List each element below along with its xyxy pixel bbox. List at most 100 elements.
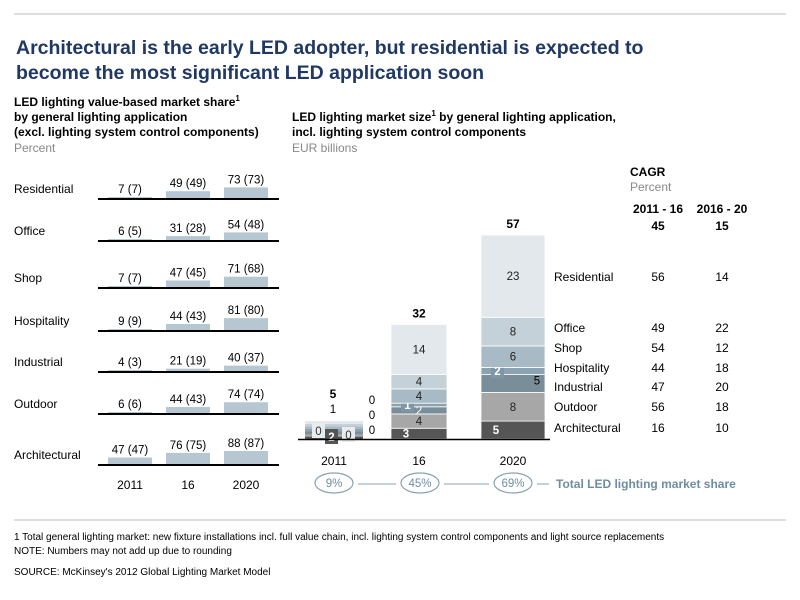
segment-value-label: 0 [369, 425, 375, 437]
segment-value-label: 8 [510, 327, 516, 339]
share-value-label: 47 (47) [112, 445, 149, 457]
segment-value-label: 2 [416, 405, 422, 417]
cagr-value: 14 [715, 270, 729, 284]
row-label-shop: Shop [14, 271, 42, 285]
right-panel-title-rest: by general lighting application, [436, 110, 616, 124]
right-x-tick-label: 2020 [500, 454, 527, 468]
share-bar [166, 280, 210, 288]
cagr-col1-header: 2011 - 16 [633, 202, 683, 216]
right-panel-title-line2: incl. lighting system control components [292, 125, 526, 139]
value-bubble [342, 427, 355, 442]
share-value-label: 40 (37) [228, 353, 265, 365]
market-share-ellipse [400, 472, 440, 494]
share-value-label: 7 (7) [118, 273, 142, 285]
row-label-hospitality: Hospitality [14, 314, 69, 328]
stack-segment [390, 324, 448, 375]
cagr-col2-header: 2016 - 20 [697, 202, 748, 216]
cagr-value: 20 [715, 380, 729, 394]
page-title-line1: Architectural is the early LED adopter, … [16, 37, 644, 59]
market-share-value: 45% [408, 478, 431, 490]
row-label-industrial: Industrial [14, 355, 63, 369]
share-value-label: 44 (43) [170, 394, 207, 406]
segment-legend-label: Hospitality [554, 361, 609, 375]
right-x-tick-label: 16 [412, 454, 426, 468]
right-panel-title-text: LED lighting market size [292, 110, 432, 124]
cagr-unit: Percent [630, 180, 672, 194]
left-panel-footnote-sup: 1 [235, 94, 240, 103]
cagr-title: CAGR [630, 165, 666, 179]
segment-value-label: 0 [315, 426, 321, 438]
market-share-chart: Residential 7 (7) 49 (49) 73 (73) Office 6 (5… [14, 174, 279, 492]
segment-value-label: 4 [416, 416, 423, 428]
segment-legend-label: Residential [554, 270, 613, 284]
share-value-label: 9 (9) [118, 316, 142, 328]
left-panel-unit: Percent [14, 141, 56, 155]
left-panel-title-text: LED lighting value-based market share [14, 95, 236, 109]
stack-segment [480, 316, 546, 347]
left-panel-title-line3: (excl. lighting system control component… [14, 125, 259, 139]
share-bar [224, 365, 268, 372]
cagr-value: 10 [715, 421, 729, 435]
segment-labels-and-cagr: Residential 56 14 Office 49 22 Shop 54 12 Hospita… [554, 270, 729, 435]
right-panel-footnote-sup: 1 [431, 109, 436, 118]
right-panel-header: LED lighting market size1 by general lig… [292, 109, 616, 155]
cagr-value: 18 [715, 400, 729, 414]
share-value-label: 7 (7) [118, 184, 142, 196]
cagr-total-col2: 15 [715, 219, 729, 233]
segment-legend-label: Architectural [554, 421, 621, 435]
share-value-label: 76 (75) [170, 440, 207, 452]
share-bar [166, 191, 210, 199]
left-x-tick-label: 16 [181, 478, 195, 492]
footnote: 1 Total general lighting market: new fix… [14, 532, 664, 543]
cagr-value: 54 [651, 341, 665, 355]
share-bar [166, 452, 210, 465]
share-value-label: 88 (87) [228, 438, 265, 450]
segment-value-label: 5 [493, 425, 500, 437]
cagr-header: CAGR Percent 2011 - 16 2016 - 20 45 15 [630, 165, 748, 233]
share-value-label: 44 (43) [170, 311, 207, 323]
share-value-label: 73 (73) [228, 174, 265, 186]
cagr-value: 18 [715, 361, 729, 375]
right-panel-unit: EUR billions [292, 141, 357, 155]
footer: 1 Total general lighting market: new fix… [14, 519, 786, 578]
note: NOTE: Numbers may not add up due to roun… [14, 546, 232, 557]
row-label-architectural: Architectural [14, 448, 81, 462]
share-value-label: 4 (3) [118, 357, 142, 369]
share-value-label: 49 (49) [170, 178, 207, 190]
share-value-label: 71 (68) [228, 264, 265, 276]
share-value-label: 31 (28) [170, 223, 207, 235]
share-bar [224, 318, 268, 331]
row-label-residential: Residential [14, 182, 73, 196]
segment-value-label: 14 [413, 345, 426, 357]
market-share-value: 69% [501, 478, 524, 490]
share-value-label: 6 (5) [118, 226, 142, 238]
stack-segment [390, 402, 448, 408]
cagr-value: 56 [651, 270, 665, 284]
cagr-value: 44 [651, 361, 665, 375]
share-bar [224, 402, 268, 414]
segment-value-label: 0 [369, 395, 375, 407]
share-bar [166, 236, 210, 241]
row-label-office: Office [14, 224, 45, 238]
row-label-outdoor: Outdoor [14, 397, 57, 411]
cagr-value: 56 [651, 400, 665, 414]
stack-segment [305, 423, 363, 427]
stack-segment [480, 392, 546, 422]
cagr-value: 16 [651, 421, 665, 435]
header: Architectural is the early LED adopter, … [14, 13, 786, 84]
segment-value-label: 23 [507, 271, 520, 283]
segment-value-label: 5 [534, 376, 540, 388]
segment-value-label: 1 [330, 404, 336, 416]
stack-segment [480, 420, 546, 440]
segment-legend-label: Industrial [554, 380, 603, 394]
page-title-line2: become the most significant LED applicat… [16, 62, 484, 84]
share-bar [166, 368, 210, 372]
cagr-value: 12 [715, 341, 729, 355]
market-share-value: 9% [326, 478, 343, 490]
share-bar [166, 407, 210, 414]
stack-segment [305, 421, 363, 424]
market-share-row-label: Total LED lighting market share [556, 477, 736, 491]
value-bubble [312, 423, 325, 438]
